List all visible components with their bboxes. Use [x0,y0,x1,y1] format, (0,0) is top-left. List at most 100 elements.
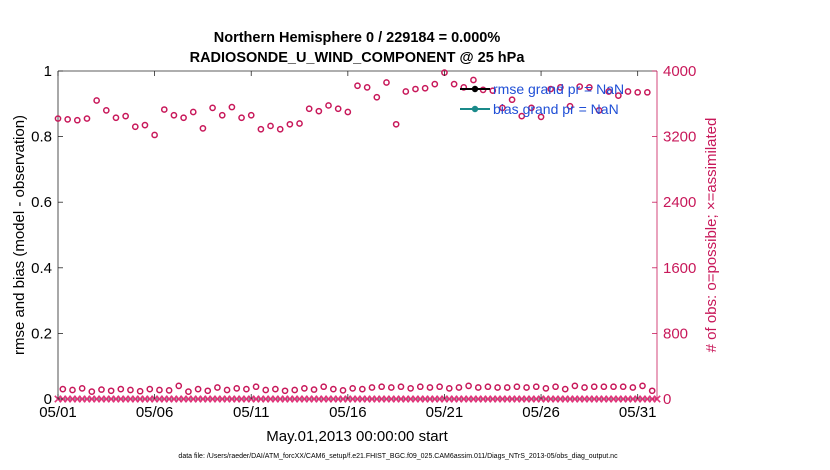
possible-obs-point [363,84,371,91]
possible-obs-point [368,384,376,391]
possible-obs-point [474,384,482,391]
possible-obs-point [619,383,627,391]
possible-obs-point [354,82,361,90]
data-file-footer: data file: /Users/raeder/DAI/ATM_forcXX/… [178,453,618,460]
possible-obs-point [185,388,192,395]
possible-obs-point [508,96,516,104]
possible-obs-point [576,83,584,90]
possible-obs-point [344,108,352,116]
left-y-tick-label: 0 [44,391,52,408]
possible-obs-point [397,383,405,391]
right-y-tick-label: 2400 [663,194,696,211]
possible-obs-point [107,387,115,395]
possible-obs-point [127,386,134,394]
possible-obs-point [513,383,521,391]
possible-obs-point [450,80,458,88]
right-y-ticks: 0 800 1600 2400 3200 4000 [652,63,696,408]
right-y-axis-label: # of obs: o=possible; ×=assimilated [703,118,720,353]
possible-obs-point [334,105,342,113]
possible-obs-point [136,387,144,395]
possible-obs-point [494,384,501,391]
possible-obs-point [64,116,72,123]
possible-obs-point [590,383,598,391]
possible-obs-point [175,382,183,390]
possible-obs-point [204,387,212,395]
legend-bias-label: bias grand pr = NaN [493,101,619,117]
possible-obs-point [83,115,91,122]
possible-obs-point [189,108,197,116]
x-tick-label: 05/16 [329,404,367,421]
possible-obs-point [624,88,632,95]
x-tick-label: 05/01 [39,404,77,421]
possible-obs-point [639,382,646,390]
possible-obs-point [131,123,139,131]
left-y-tick-label: 0.8 [31,129,52,146]
possible-obs-point [310,386,318,393]
possible-obs-point [305,105,313,113]
left-y-tick-label: 1 [44,63,52,80]
possible-obs-point [98,386,105,393]
possible-obs-point [387,384,395,391]
possible-obs-point [358,385,366,393]
possible-obs-point [581,384,588,391]
x-tick-label: 05/11 [233,404,269,421]
left-y-tick-label: 0.6 [31,194,52,211]
possible-obs-point [247,111,255,119]
possible-obs-point [194,385,202,393]
possible-obs-point [629,384,637,391]
possible-obs-point [160,106,168,113]
possible-obs-point [489,87,497,95]
possible-obs-point [325,102,332,109]
possible-obs-point [54,115,62,122]
possible-obs-point [470,76,477,84]
possible-obs-point [170,111,178,119]
possible-obs-point [518,112,526,120]
left-y-tick-label: 0.4 [31,260,52,277]
possible-obs-point [59,385,67,393]
possible-obs-point [156,386,163,394]
possible-obs-point [421,84,429,92]
possible-obs-point [499,104,506,112]
possible-obs-point [102,107,110,114]
possible-obs-point [407,384,414,392]
possible-obs-point [392,120,400,128]
legend: rmse grand pr = NaN bias grand pr = NaN [460,81,624,117]
possible-obs-point [73,116,81,124]
possible-obs-point [151,131,158,139]
possible-obs-point [586,84,593,91]
possible-obs-point [503,384,511,391]
possible-obs-point [122,112,129,120]
legend-rmse-marker [471,85,479,93]
possible-obs-point [431,80,439,88]
possible-obs-point [301,384,308,392]
right-y-tick-label: 4000 [663,63,696,80]
possible-obs-point [223,386,231,394]
possible-obs-point [383,79,390,86]
possible-obs-point [484,383,492,391]
x-tick-label: 05/21 [426,404,464,421]
possible-obs-point [561,385,569,393]
possible-obs-point [615,92,622,99]
x-ticks: 05/01 05/06 05/11 05/16 05/21 05/26 05/31 [39,71,656,421]
possible-obs-point [291,386,299,394]
possible-obs-point [523,384,530,391]
possible-obs-point [165,387,173,394]
possible-obs-point [648,387,656,395]
possible-obs-point [542,384,550,392]
possible-obs-point [532,383,540,391]
right-y-tick-label: 3200 [663,129,696,146]
possible-obs-point [199,125,207,132]
possible-obs-point [329,385,337,393]
possible-obs-point [146,385,154,393]
possible-obs-point [214,384,221,391]
possible-obs-point [243,385,250,393]
possible-obs-point [296,120,303,127]
possible-obs-point [257,125,265,133]
possible-obs-point [557,84,564,91]
left-y-ticks: 0 0.2 0.4 0.6 0.8 1 [31,63,63,408]
possible-obs-point [416,383,424,391]
possible-obs-point [436,383,443,391]
possible-obs-point [455,384,463,391]
right-y-tick-label: 1600 [663,260,696,277]
